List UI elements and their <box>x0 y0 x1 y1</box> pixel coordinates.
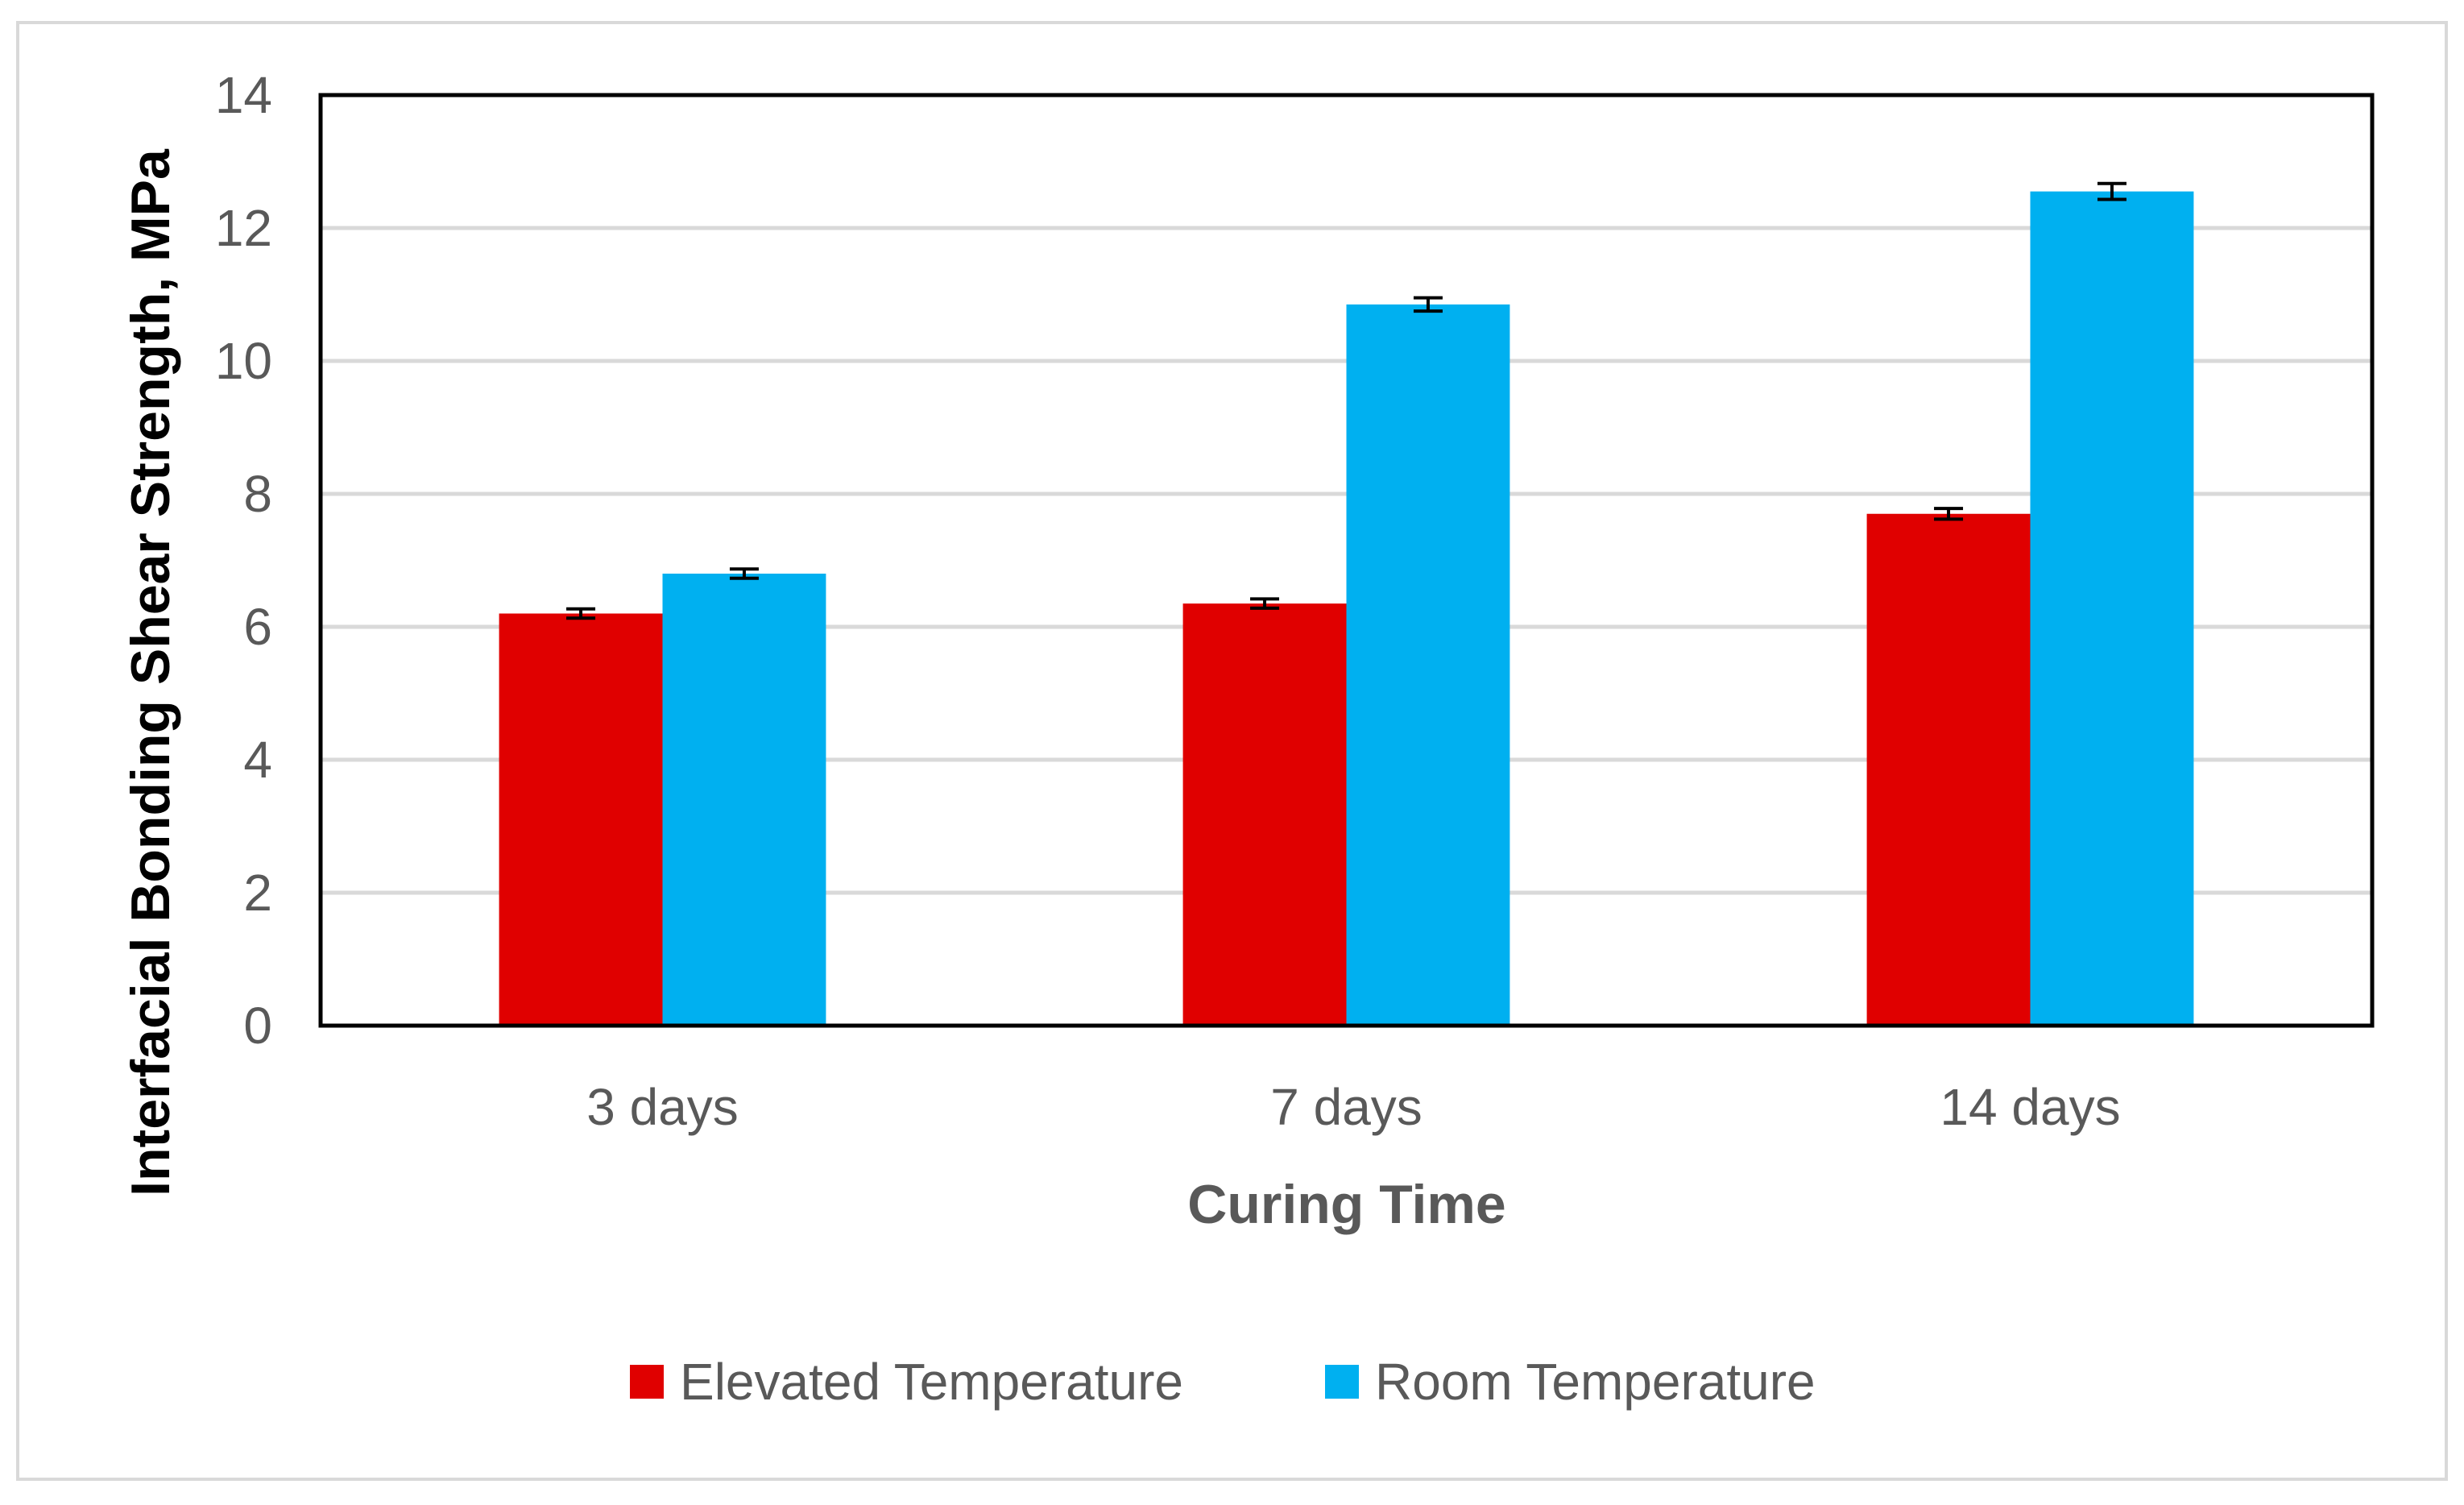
legend: Elevated Temperature Room Temperature <box>630 1353 1816 1411</box>
y-tick-label: 14 <box>215 66 272 124</box>
legend-swatch-room <box>1325 1365 1359 1399</box>
y-axis-title: Interfacial Bonding Shear Strength, MPa <box>120 148 181 1196</box>
legend-swatch-elevated <box>630 1365 664 1399</box>
bar-elevated-2 <box>1866 513 2031 1026</box>
bars <box>499 191 2194 1026</box>
x-axis-title: Curing Time <box>1187 1174 1505 1235</box>
legend-label: Room Temperature <box>1375 1353 1816 1411</box>
y-tick-label: 6 <box>243 598 272 656</box>
y-tick-label: 12 <box>215 199 272 257</box>
y-tick-label: 2 <box>243 864 272 922</box>
bar-room-0 <box>662 574 826 1026</box>
y-axis-ticks: 0 2 4 6 8 10 12 14 <box>215 66 272 1055</box>
error-bars <box>566 181 2126 620</box>
plot-frame <box>318 93 2375 1028</box>
y-tick-label: 0 <box>243 997 272 1055</box>
y-tick-label: 4 <box>243 731 272 789</box>
bar-elevated-1 <box>1182 603 1347 1026</box>
x-tick-label: 7 days <box>1270 1078 1422 1136</box>
y-tick-label: 8 <box>243 465 272 523</box>
bar-elevated-0 <box>499 613 663 1026</box>
bar-room-1 <box>1346 304 1510 1026</box>
bar-room-2 <box>2030 191 2194 1026</box>
legend-label: Elevated Temperature <box>680 1353 1183 1411</box>
x-tick-label: 14 days <box>1940 1078 2120 1136</box>
x-tick-label: 3 days <box>586 1078 739 1136</box>
x-axis-ticks: 3 days 7 days 14 days <box>586 1078 2120 1136</box>
y-tick-label: 10 <box>215 332 272 390</box>
